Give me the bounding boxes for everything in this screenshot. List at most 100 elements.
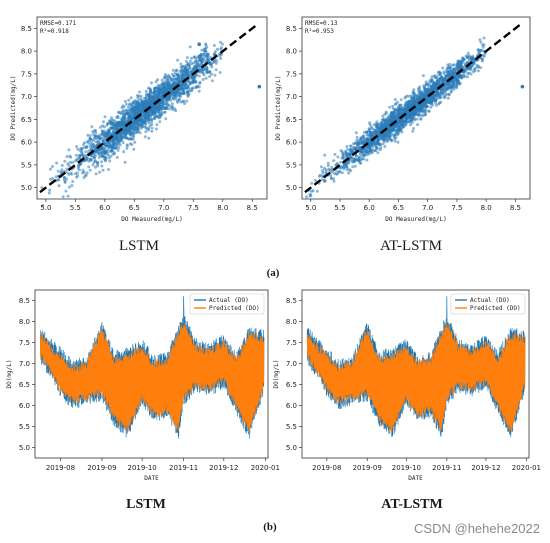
scatter-point bbox=[321, 171, 325, 175]
scatter-point bbox=[104, 159, 107, 163]
scatter-point bbox=[424, 82, 428, 86]
scatter-point bbox=[323, 153, 327, 157]
scatter-point bbox=[49, 177, 52, 181]
scatter-point bbox=[152, 95, 155, 98]
scatter-point bbox=[68, 161, 72, 164]
scatter-point bbox=[172, 82, 175, 85]
legend-entry: Predicted (DO) bbox=[209, 305, 260, 312]
scatter-point bbox=[138, 131, 142, 135]
scatter-point bbox=[182, 99, 186, 103]
scatter-point bbox=[155, 114, 159, 118]
scatter-point bbox=[119, 117, 123, 121]
scatter-point bbox=[122, 117, 126, 121]
scatter-point bbox=[156, 90, 160, 94]
scatter-point bbox=[63, 169, 66, 173]
scatter-point bbox=[136, 123, 139, 127]
scatter-point bbox=[207, 60, 211, 63]
scatter-point bbox=[401, 108, 405, 112]
scatter-point bbox=[81, 143, 85, 147]
scatter-point bbox=[470, 55, 474, 59]
scatter-point bbox=[136, 126, 140, 129]
scatter-point bbox=[481, 53, 485, 57]
scatter-point bbox=[203, 53, 206, 56]
scatter-point bbox=[101, 168, 105, 172]
scatter-point bbox=[131, 137, 135, 141]
scatter-point bbox=[348, 144, 352, 148]
scatter-point bbox=[410, 111, 414, 115]
x-tick-label: 6.0 bbox=[99, 204, 110, 212]
scatter-point bbox=[421, 94, 425, 98]
scatter-point bbox=[138, 90, 141, 94]
scatter-point bbox=[436, 90, 440, 94]
scatter-point bbox=[332, 159, 336, 163]
scatter-point bbox=[142, 103, 146, 107]
scatter-point bbox=[368, 149, 372, 153]
scatter-point bbox=[368, 128, 371, 132]
scatter-point bbox=[200, 68, 204, 71]
scatter-point bbox=[101, 132, 104, 136]
scatter-point bbox=[397, 103, 401, 107]
scatter-point bbox=[101, 136, 105, 140]
scatter-point bbox=[201, 58, 205, 62]
scatter-point bbox=[419, 117, 423, 121]
scatter-point bbox=[138, 119, 142, 123]
scatter-point bbox=[102, 125, 106, 129]
scatter-point bbox=[459, 63, 463, 67]
scatter-point bbox=[321, 174, 325, 178]
scatter-point bbox=[131, 106, 135, 110]
scatter-point bbox=[308, 194, 312, 198]
scatter-point bbox=[313, 179, 317, 182]
y-tick-label: 5.0 bbox=[286, 184, 297, 192]
scatter-point bbox=[48, 167, 52, 171]
scatter-point bbox=[201, 78, 205, 81]
scatter-point bbox=[319, 165, 323, 169]
scatter-point bbox=[152, 113, 156, 117]
scatter-point bbox=[190, 69, 194, 73]
scatter-point bbox=[372, 143, 376, 147]
x-tick-label: 7.5 bbox=[188, 204, 199, 212]
scatter-point bbox=[82, 176, 86, 180]
scatter-point bbox=[47, 191, 51, 195]
scatter-point bbox=[74, 153, 78, 157]
scatter-point bbox=[480, 59, 484, 63]
scatter-point bbox=[204, 76, 208, 80]
scatter-point bbox=[193, 76, 197, 80]
scatter-point bbox=[213, 50, 217, 53]
scatter-point bbox=[166, 75, 170, 79]
scatter-point bbox=[158, 120, 162, 124]
scatter-point bbox=[427, 109, 431, 113]
scatter-point bbox=[214, 61, 218, 65]
scatter-point bbox=[369, 143, 373, 147]
y-axis-label: DO(mg/L) bbox=[273, 360, 280, 389]
scatter-point bbox=[170, 102, 174, 106]
scatter-point bbox=[106, 130, 110, 134]
scatter-point bbox=[205, 67, 209, 71]
scatter-point bbox=[127, 113, 130, 117]
scatter-point bbox=[383, 145, 387, 148]
scatter-point bbox=[479, 40, 483, 44]
scatter-point bbox=[140, 111, 144, 115]
scatter-point bbox=[430, 101, 434, 105]
scatter-point bbox=[396, 108, 400, 112]
scatter-point bbox=[147, 126, 151, 130]
scatter-point bbox=[156, 78, 160, 82]
scatter-point bbox=[411, 129, 415, 133]
scatter-point bbox=[450, 86, 454, 90]
scatter-point bbox=[403, 103, 407, 107]
scatter-point bbox=[99, 147, 103, 151]
scatter-point bbox=[133, 126, 137, 130]
identity-line bbox=[39, 22, 259, 194]
scatter-point bbox=[448, 62, 452, 66]
scatter-point bbox=[340, 171, 344, 175]
scatter-point bbox=[185, 56, 189, 60]
scatter-point bbox=[380, 118, 384, 122]
scatter-point-outlier bbox=[197, 42, 201, 47]
scatter-point bbox=[163, 86, 167, 90]
scatter-point bbox=[447, 93, 451, 97]
scatter-point bbox=[421, 74, 425, 78]
scatter-point bbox=[305, 195, 309, 199]
scatter-point bbox=[124, 102, 128, 106]
scatter-point bbox=[445, 74, 449, 78]
scatter-point bbox=[351, 165, 355, 169]
scatter-point bbox=[128, 142, 132, 146]
